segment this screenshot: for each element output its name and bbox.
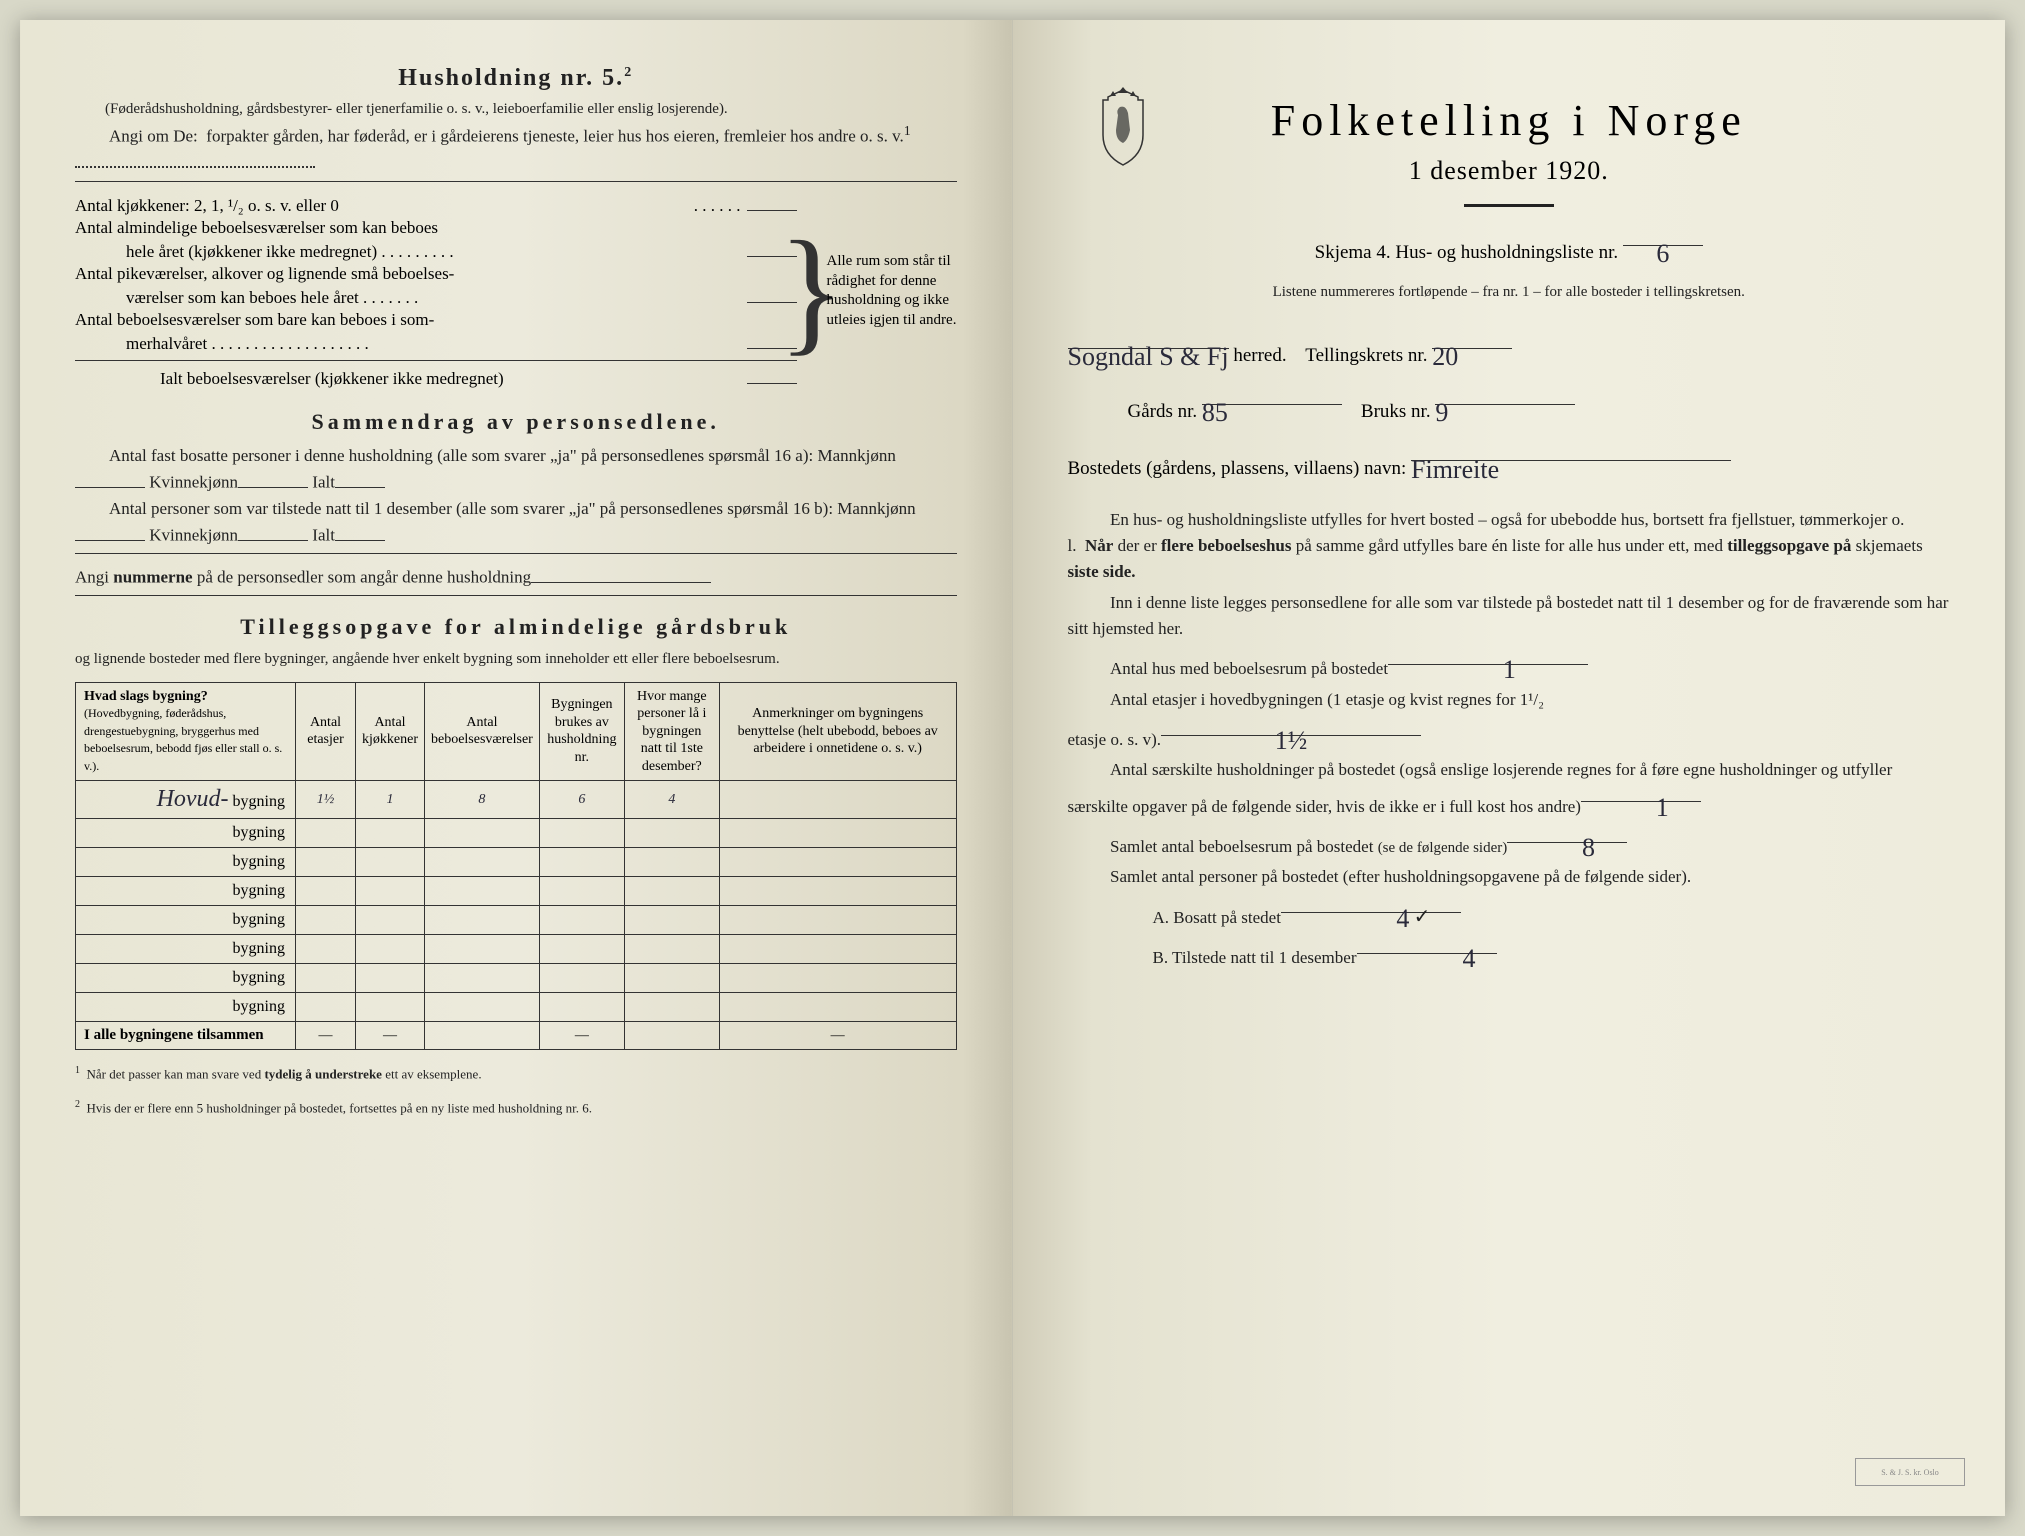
bosted-line: Bostedets (gårdens, plassens, villaens) … (1068, 441, 1951, 487)
summary-heading: Sammendrag av personsedlene. (75, 409, 957, 435)
q2-line: Antal etasjer i hovedbygningen (1 etasje… (1068, 687, 1951, 713)
right-page: Folketelling i Norge 1 desember 1920. Sk… (1013, 20, 2006, 1516)
household-heading: Husholdning nr. 5.2 (75, 65, 957, 92)
printer-stamp: S. & J. S. kr. Oslo (1855, 1458, 1965, 1486)
q4-line: Samlet antal beboelsesrum på bostedet (s… (1068, 824, 1951, 860)
coat-of-arms-icon (1088, 85, 1158, 170)
summary-line-2: Antal personer som var tilstede natt til… (75, 496, 957, 549)
table-row: bygning (76, 819, 957, 848)
col-vaerelser: Antal beboelsesværelser (424, 682, 539, 781)
col-husholdning: Bygningen brukes av husholdning nr. (539, 682, 624, 781)
summary-line-3: Angi nummerne på de personsedler som ang… (75, 564, 957, 591)
herred-line: Sogndal S & Fj herred. Tellingskrets nr.… (1068, 328, 1951, 374)
schema-line: Skjema 4. Hus- og husholdningsliste nr. … (1068, 225, 1951, 271)
q1-line: Antal hus med beboelsesrum på bostedet1 (1068, 646, 1951, 682)
body-paragraphs: En hus- og husholdningsliste utfylles fo… (1068, 507, 1951, 972)
col-personer: Hvor mange personer lå i bygningen natt … (624, 682, 719, 781)
rooms-brace-group: Antal kjøkkener: 2, 1, ¹/₂ o. s. v. elle… (75, 192, 957, 391)
q2-line-b: etasje o. s. v).1½ (1068, 717, 1951, 753)
col-anmerkninger: Anmerkninger om bygningens benyttelse (h… (719, 682, 956, 781)
footnote-2: 2 Hvis der er flere enn 5 husholdninger … (75, 1098, 957, 1118)
tillegg-heading: Tilleggsopgave for almindelige gårdsbruk (75, 614, 957, 640)
table-total-row: I alle bygningene tilsammen ———— (76, 1022, 957, 1050)
document-spread: Husholdning nr. 5.2 (Føderådshusholdning… (20, 20, 2005, 1516)
summary-line-1: Antal fast bosatte personer i denne hush… (75, 443, 957, 496)
para-1: En hus- og husholdningsliste utfylles fo… (1068, 507, 1951, 586)
left-page: Husholdning nr. 5.2 (Føderådshusholdning… (20, 20, 1013, 1516)
qB-line: B. Tilstede natt til 1 desember4 (1068, 935, 1951, 971)
title-block: Folketelling i Norge 1 desember 1920. (1068, 95, 1951, 207)
col-kjokkener: Antal kjøkkener (356, 682, 425, 781)
qA-line: A. Bosatt på stedet4 ✓ (1068, 895, 1951, 931)
table-row: Hovud- bygning 1½ 1 8 6 4 (76, 781, 957, 819)
footnote-1: 1 Når det passer kan man svare ved tydel… (75, 1064, 957, 1084)
curly-brace: } (797, 192, 827, 391)
table-row: bygning (76, 877, 957, 906)
q5-line: Samlet antal personer på bostedet (efter… (1068, 864, 1951, 890)
table-row: bygning (76, 848, 957, 877)
listene-note: Listene nummereres fortløpende – fra nr.… (1068, 281, 1951, 304)
intro-paren: (Føderådshusholdning, gårdsbestyrer- ell… (75, 98, 957, 121)
para-2: Inn i denne liste legges personsedlene f… (1068, 590, 1951, 643)
tillegg-sub: og lignende bosteder med flere bygninger… (75, 648, 957, 671)
col-bygning: Hvad slags bygning? (Hovedbygning, føder… (76, 682, 296, 781)
table-row: bygning (76, 906, 957, 935)
table-row: bygning (76, 964, 957, 993)
building-table: Hvad slags bygning? (Hovedbygning, føder… (75, 682, 957, 1051)
table-row: bygning (76, 935, 957, 964)
gards-line: Gårds nr. 85 Bruks nr. 9 (1068, 384, 1951, 430)
table-row: bygning (76, 993, 957, 1022)
q3-line: Antal særskilte husholdninger på bostede… (1068, 757, 1951, 820)
census-date: 1 desember 1920. (1068, 156, 1951, 186)
main-title: Folketelling i Norge (1068, 95, 1951, 146)
brace-note: Alle rum som står til rådighet for denne… (827, 192, 957, 391)
col-etasjer: Antal etasjer (296, 682, 356, 781)
intro-angi: Angi om De: forpakter gården, har føderå… (75, 121, 957, 176)
